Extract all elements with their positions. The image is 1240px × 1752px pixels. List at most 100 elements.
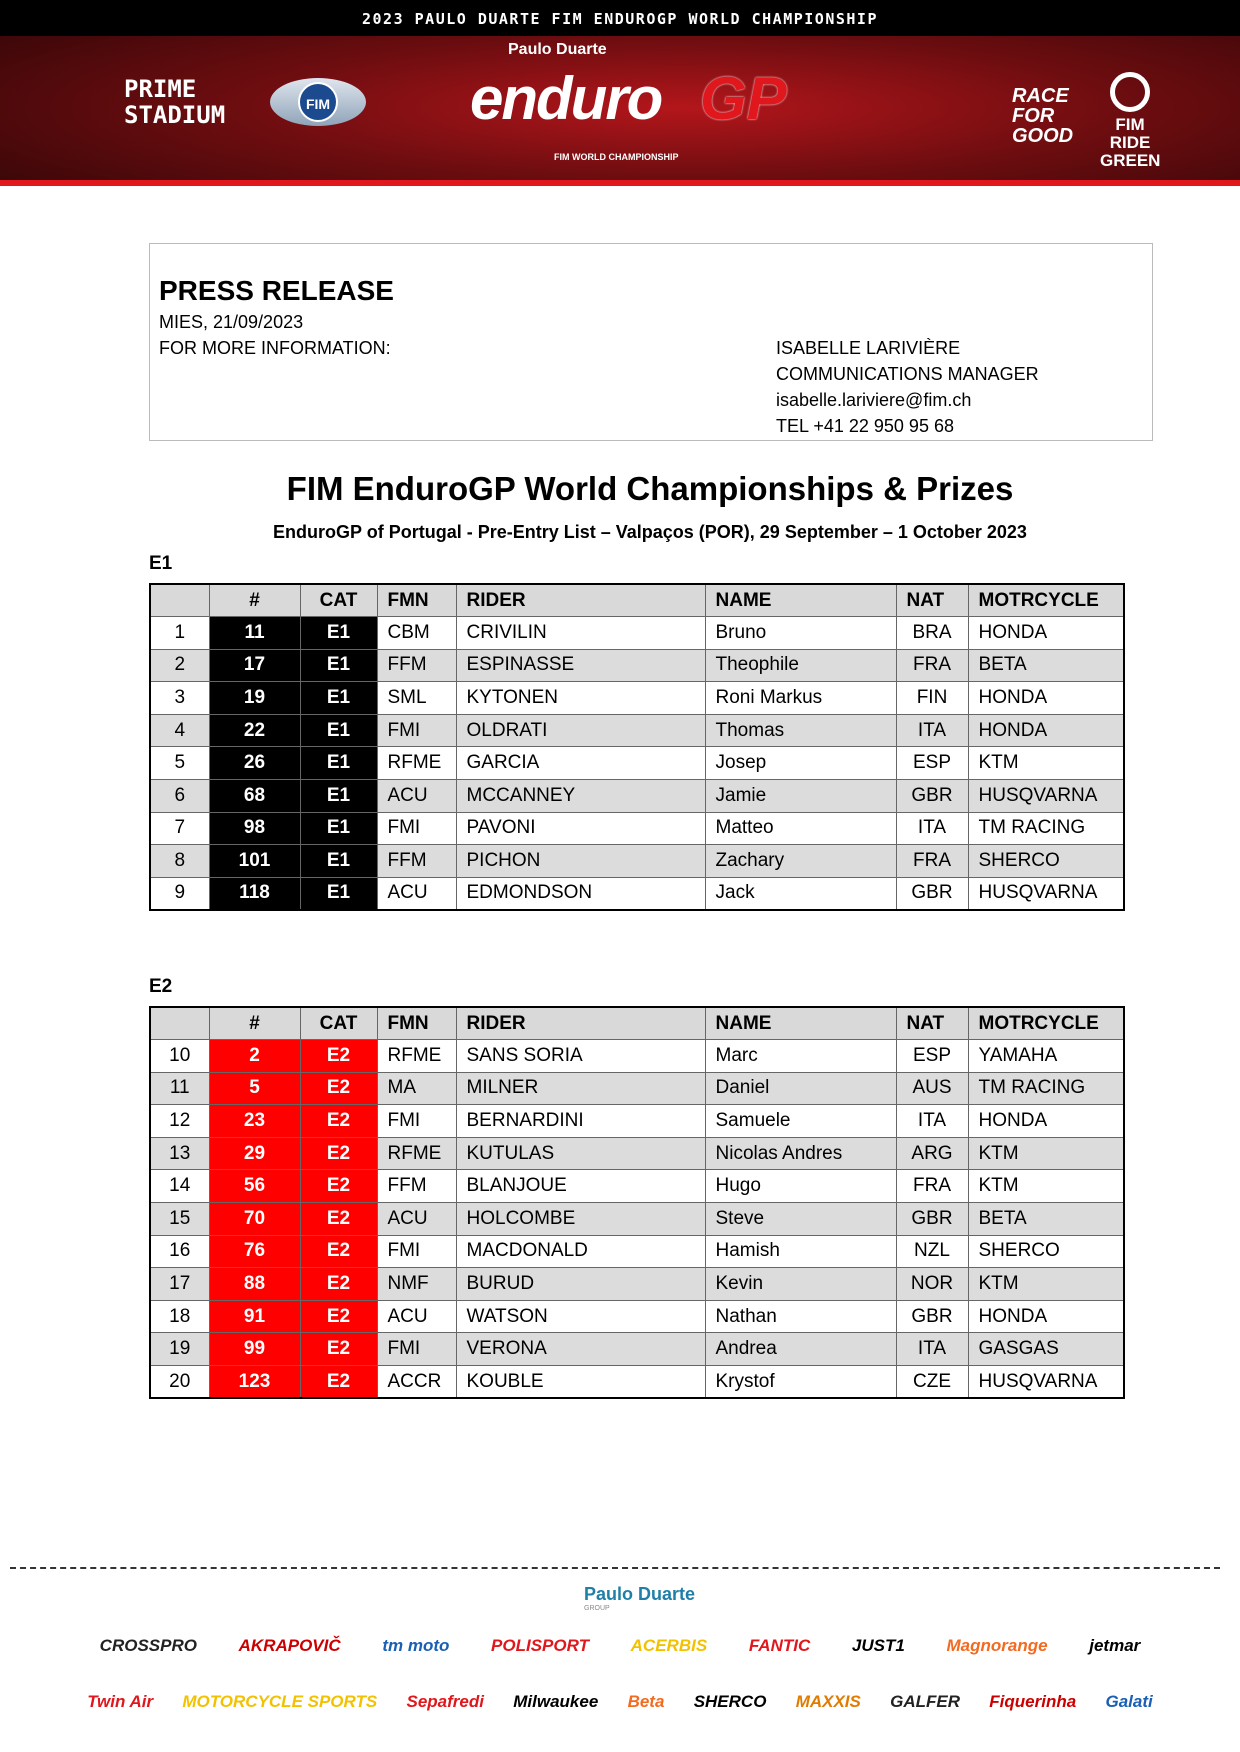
- cell: 13: [149, 1136, 210, 1171]
- cell: HONDA: [967, 616, 1125, 650]
- sponsor-logo: JUST1: [851, 1636, 905, 1655]
- cell: 9: [149, 876, 210, 911]
- cell: Josep: [704, 746, 897, 781]
- cell: FRA: [895, 844, 969, 878]
- cell: MCCANNEY: [455, 779, 706, 813]
- cell: 17: [208, 648, 301, 683]
- cell: 22: [208, 713, 301, 748]
- sponsor-logo: jetmar: [1089, 1636, 1141, 1655]
- cell: 4: [149, 713, 210, 748]
- cell: 88: [208, 1267, 301, 1301]
- cell: 10: [149, 1039, 210, 1073]
- cell: ACU: [376, 1299, 457, 1334]
- table-row: 16 76 E2 FMI MACDONALD Hamish NZL SHERCO: [149, 1234, 1125, 1269]
- cell: Nathan: [704, 1299, 897, 1334]
- cell: ACU: [376, 1202, 457, 1236]
- cell: Krystof: [704, 1365, 897, 1399]
- cell: RFME: [376, 746, 457, 781]
- sponsor-logo: ACERBIS: [630, 1636, 708, 1655]
- press-release-box: [149, 243, 1153, 441]
- column-header: CAT: [299, 1006, 378, 1041]
- sponsor-logo: GALFER: [890, 1692, 961, 1711]
- cell: 23: [208, 1104, 301, 1138]
- sponsor-logo: Beta: [627, 1692, 665, 1711]
- contact-email[interactable]: isabelle.lariviere@fim.ch: [776, 390, 972, 410]
- table-row: 4 22 E1 FMI OLDRATI Thomas ITA HONDA: [149, 713, 1125, 748]
- cell: 19: [149, 1332, 210, 1367]
- cell: E2: [299, 1039, 378, 1073]
- cell: 123: [208, 1365, 301, 1399]
- table-row: 5 26 E1 RFME GARCIA Josep ESP KTM: [149, 746, 1125, 781]
- cell: PICHON: [455, 844, 706, 878]
- cell: 91: [208, 1299, 301, 1334]
- cell: E2: [299, 1299, 378, 1334]
- cell: 17: [149, 1267, 210, 1301]
- sponsor-logo: MAXXIS: [795, 1692, 861, 1711]
- cell: SHERCO: [967, 844, 1125, 878]
- cell: GBR: [895, 1202, 969, 1236]
- contact-role: COMMUNICATIONS MANAGER: [776, 364, 1039, 384]
- cell: EDMONDSON: [455, 876, 706, 911]
- column-header: #: [208, 1006, 301, 1041]
- cell: NZL: [895, 1234, 969, 1269]
- cell: HUSQVARNA: [967, 779, 1125, 813]
- cell: ESP: [895, 1039, 969, 1073]
- cell: E1: [299, 876, 378, 911]
- column-header: FMN: [376, 583, 457, 618]
- cell: 1: [149, 616, 210, 650]
- cell: E2: [299, 1202, 378, 1236]
- cell: 19: [208, 681, 301, 715]
- cell: HONDA: [967, 1104, 1125, 1138]
- cell: E1: [299, 681, 378, 715]
- cell: E2: [299, 1332, 378, 1367]
- cell: BLANJOUE: [455, 1169, 706, 1204]
- contact-name: ISABELLE LARIVIÈRE: [776, 338, 961, 358]
- document-subtitle: EnduroGP of Portugal - Pre-Entry List – …: [273, 522, 1027, 542]
- table-row: 1 11 E1 CBM CRIVILIN Bruno BRA HONDA: [149, 616, 1125, 650]
- table-header: # CAT FMN RIDER NAME NAT MOTRCYCLE: [149, 1006, 1125, 1041]
- cell: E1: [299, 713, 378, 748]
- cell: VERONA: [455, 1332, 706, 1367]
- e2-label: E2: [149, 976, 173, 997]
- cell: BETA: [967, 648, 1125, 683]
- cell: 2: [149, 648, 210, 683]
- cell: MACDONALD: [455, 1234, 706, 1269]
- cell: E2: [299, 1169, 378, 1204]
- sponsor-logo: POLISPORT: [491, 1636, 589, 1655]
- column-header: NAT: [895, 1006, 969, 1041]
- table-row: 2 17 E1 FFM ESPINASSE Theophile FRA BETA: [149, 648, 1125, 683]
- table-row: 17 88 E2 NMF BURUD Kevin NOR KTM: [149, 1267, 1125, 1301]
- cell: WATSON: [455, 1299, 706, 1334]
- cell: OLDRATI: [455, 713, 706, 748]
- cell: ACU: [376, 779, 457, 813]
- cell: FFM: [376, 648, 457, 683]
- table-row: 7 98 E1 FMI PAVONI Matteo ITA TM RACING: [149, 811, 1125, 846]
- cell: 101: [208, 844, 301, 878]
- cell: E1: [299, 616, 378, 650]
- cell: FIN: [895, 681, 969, 715]
- cell: 16: [149, 1234, 210, 1269]
- sponsor-logo: FANTIC: [748, 1636, 811, 1655]
- cell: ESPINASSE: [455, 648, 706, 683]
- prime-stadium-logo: PRIME STADIUM: [124, 75, 226, 129]
- cell: KUTULAS: [455, 1136, 706, 1171]
- sponsor-logo: MOTORCYCLE SPORTS: [182, 1692, 378, 1711]
- cell: Theophile: [704, 648, 897, 683]
- cell: GBR: [895, 876, 969, 911]
- cell: AUS: [895, 1071, 969, 1106]
- cell: KOUBLE: [455, 1365, 706, 1399]
- cell: Jack: [704, 876, 897, 911]
- table-header: # CAT FMN RIDER NAME NAT MOTRCYCLE: [149, 583, 1125, 618]
- cell: 99: [208, 1332, 301, 1367]
- cell: 11: [208, 616, 301, 650]
- sponsor-logo: Sepafredi: [406, 1692, 484, 1711]
- cell: 26: [208, 746, 301, 781]
- cell: 6: [149, 779, 210, 813]
- cell: HONDA: [967, 1299, 1125, 1334]
- column-header: RIDER: [455, 1006, 706, 1041]
- cell: 8: [149, 844, 210, 878]
- table-row: 10 2 E2 RFME SANS SORIA Marc ESP YAMAHA: [149, 1039, 1125, 1073]
- cell: 70: [208, 1202, 301, 1236]
- table-row: 6 68 E1 ACU MCCANNEY Jamie GBR HUSQVARNA: [149, 779, 1125, 813]
- press-release-heading: PRESS RELEASE: [159, 275, 394, 306]
